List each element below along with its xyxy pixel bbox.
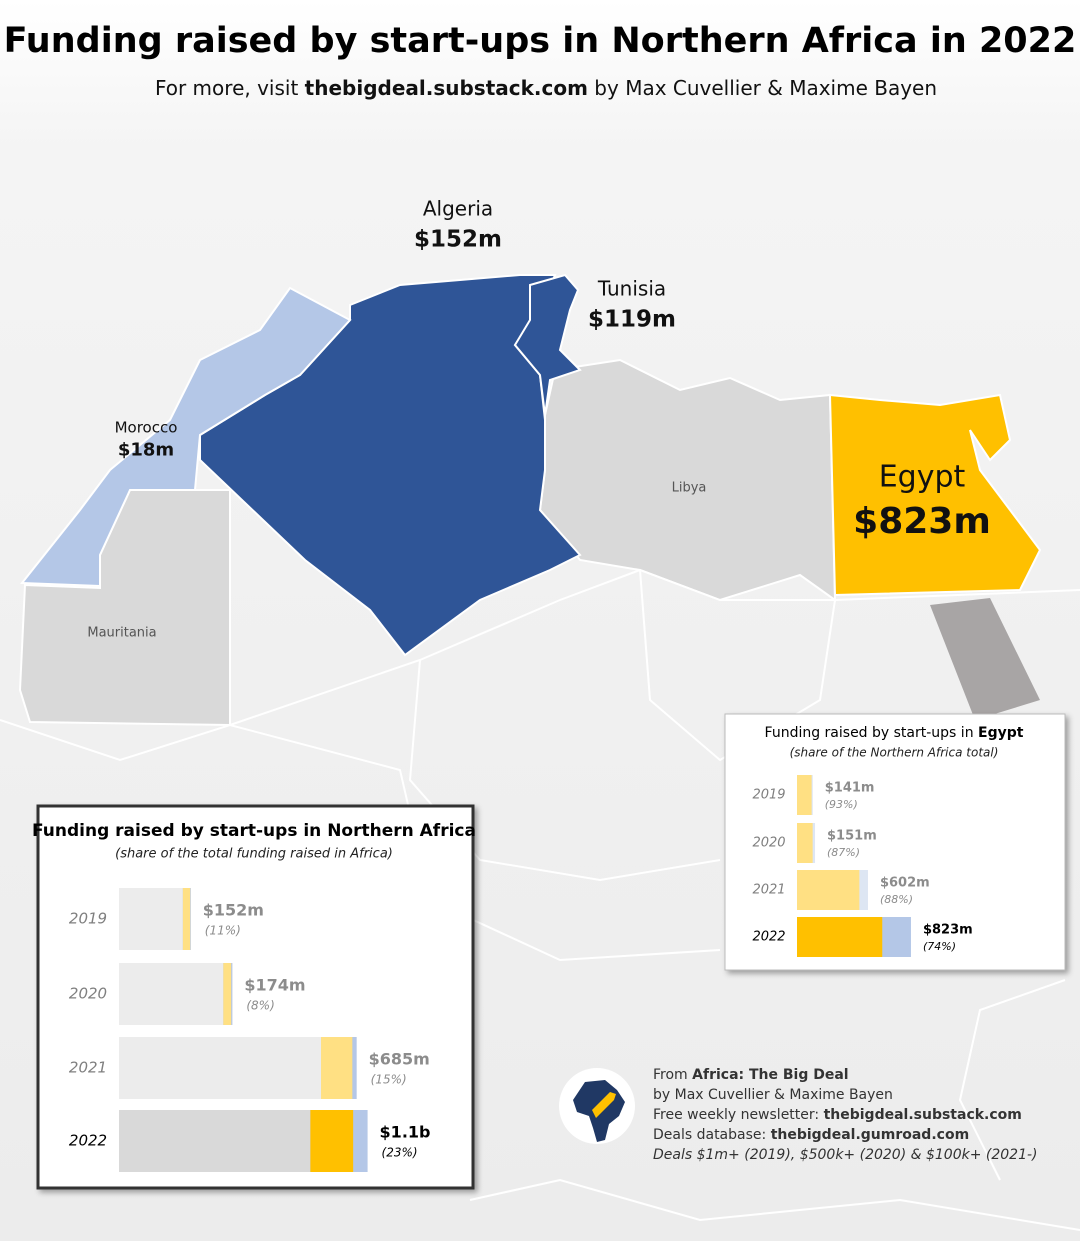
year-label: 2020 (69, 985, 107, 1003)
value-label: $141m (825, 781, 875, 796)
country-name: Egypt (879, 460, 966, 495)
country-shape (828, 393, 1042, 597)
value-label: $174m (244, 976, 305, 995)
credits: From Africa: The Big Deal by Max Cuvelli… (653, 1067, 1038, 1163)
credit-text: thebigdeal.gumroad.com (771, 1127, 969, 1143)
share-label: (93%) (825, 798, 858, 811)
title: Funding raised by start-ups in Northern … (4, 21, 1077, 61)
share-label: (15%) (371, 1073, 407, 1087)
bar-africa-total (119, 888, 191, 950)
country-value: $152m (414, 227, 502, 253)
value-label: $1.1b (380, 1123, 431, 1142)
year-label: 2020 (752, 836, 785, 851)
credit-text: Free weekly newsletter: (653, 1107, 824, 1123)
share-label: (23%) (382, 1146, 418, 1160)
inset-subtitle: (share of the Northern Africa total) (790, 746, 999, 760)
credit-line: Free weekly newsletter: thebigdeal.subst… (653, 1107, 1022, 1123)
bar-egypt (223, 963, 232, 1025)
credit-line: From Africa: The Big Deal (653, 1067, 849, 1083)
bar-africa-total (119, 1037, 357, 1099)
credit-line: Deals database: thebigdeal.gumroad.com (653, 1127, 969, 1143)
map (0, 273, 1080, 1231)
sudan-shape (930, 598, 1040, 720)
country-name: Algeria (423, 197, 493, 221)
subtitle-link: thebigdeal.substack.com (305, 76, 588, 100)
border (0, 719, 721, 962)
border (408, 659, 721, 882)
year-label: 2021 (69, 1059, 107, 1077)
border (639, 569, 836, 762)
bar-africa-total (119, 963, 233, 1025)
border (469, 1178, 1080, 1231)
bar-egypt (182, 888, 191, 950)
share-label: (74%) (923, 940, 956, 953)
share-label: (8%) (246, 999, 274, 1013)
country-shape (513, 273, 582, 416)
bar-egypt (797, 870, 860, 910)
share-label: (88%) (880, 893, 913, 906)
bar-egypt (797, 823, 813, 863)
value-label: $152m (203, 901, 264, 920)
bar-egypt (321, 1037, 353, 1099)
country-name: Tunisia (597, 277, 666, 301)
credit-text: From (653, 1067, 692, 1083)
country-name: Morocco (115, 419, 178, 437)
share-label: (87%) (827, 846, 860, 859)
year-label: 2019 (69, 910, 107, 928)
value-label: $685m (369, 1050, 430, 1069)
share-label: (11%) (205, 924, 241, 938)
bar-egypt (310, 1110, 354, 1172)
inset-title: Funding raised by start-ups in Egypt (765, 725, 1024, 741)
value-label: $823m (923, 923, 973, 938)
country-value: $119m (588, 307, 676, 333)
year-label: 2021 (752, 883, 785, 898)
inset-title: Funding raised by start-ups in Northern … (32, 821, 476, 841)
country-label: Libya (672, 481, 707, 496)
subtitle-text: For more, visit (155, 76, 305, 100)
year-label: 2019 (752, 788, 785, 803)
inset-subtitle: (share of the total funding raised in Af… (115, 847, 393, 862)
country-label: Mauritania (87, 626, 156, 641)
credit-text: Africa: The Big Deal (692, 1067, 848, 1083)
value-label: $151m (827, 829, 877, 844)
bar-egypt (797, 917, 883, 957)
country-shape (19, 286, 352, 588)
inset-title-text: Funding raised by start-ups in (765, 725, 979, 741)
value-label: $602m (880, 876, 930, 891)
logo-rocket (592, 1092, 616, 1118)
credit-text: Deals database: (653, 1127, 771, 1143)
year-label: 2022 (752, 930, 785, 945)
subtitle-text: by Max Cuvellier & Maxime Bayen (588, 76, 937, 100)
subtitle: For more, visit thebigdeal.substack.com … (155, 76, 937, 100)
bar-egypt (797, 775, 812, 815)
credit-line: by Max Cuvellier & Maxime Bayen (653, 1087, 893, 1103)
credit-line: Deals $1m+ (2019), $500k+ (2020) & $100k… (653, 1147, 1038, 1163)
country-value: $823m (853, 501, 991, 542)
border (958, 979, 1066, 1181)
credit-text: thebigdeal.substack.com (824, 1107, 1022, 1123)
country-value: $18m (118, 440, 174, 461)
inset-title-country: Egypt (978, 725, 1024, 741)
year-label: 2022 (69, 1132, 107, 1150)
